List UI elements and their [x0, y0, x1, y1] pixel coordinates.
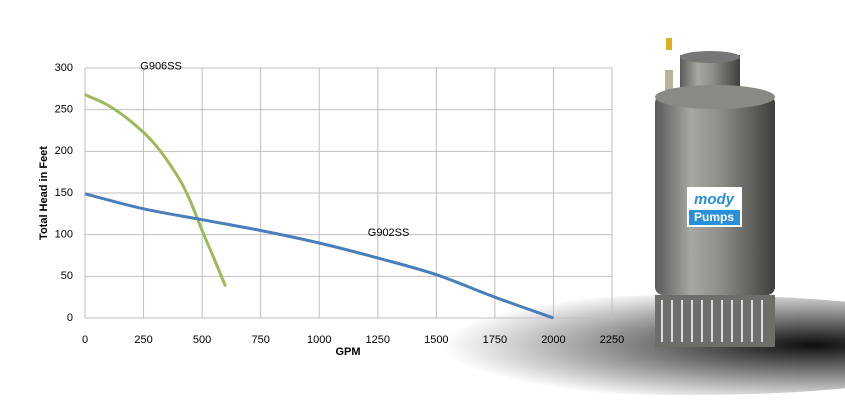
y-tick-label: 50 [61, 270, 73, 282]
y-tick-label: 0 [67, 312, 73, 324]
y-tick-label: 150 [55, 187, 73, 199]
series-label: G902SS [368, 227, 410, 239]
y-axis-title: Total Head in Feet [38, 146, 50, 240]
x-axis-title: GPM [335, 346, 360, 358]
logo-bottom: Pumps [694, 210, 734, 224]
y-tick-label: 200 [55, 145, 73, 157]
series-line [84, 192, 554, 320]
x-tick-label: 2000 [541, 334, 565, 346]
y-tick-label: 100 [55, 229, 73, 241]
x-tick-label: 250 [134, 334, 152, 346]
x-tick-label: 1250 [366, 334, 390, 346]
y-tick-label: 250 [55, 104, 73, 116]
x-tick-label: 1000 [307, 334, 331, 346]
x-tick-label: 750 [251, 334, 269, 346]
x-tick-label: 1500 [424, 334, 448, 346]
x-tick-label: 1750 [483, 334, 507, 346]
x-tick-label: 500 [193, 334, 211, 346]
y-tick-label: 300 [55, 62, 73, 74]
x-tick-label: 2250 [600, 334, 624, 346]
series-label: G906SS [140, 61, 182, 73]
pump-photo: mody Pumps [655, 38, 775, 347]
x-tick-label: 0 [82, 334, 88, 346]
series-line [84, 93, 227, 287]
logo-top: mody [694, 191, 735, 208]
